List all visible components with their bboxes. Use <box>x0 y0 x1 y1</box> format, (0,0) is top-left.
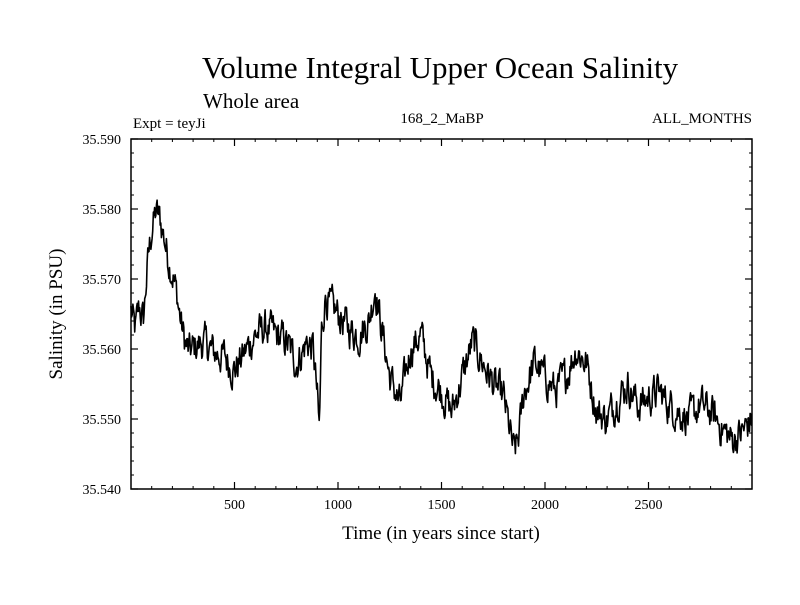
series-line-salinity <box>130 199 753 455</box>
x-tick-label: 2500 <box>635 498 663 513</box>
x-axis-label: Time (in years since start) <box>342 523 540 544</box>
period-annotation: 168_2_MaBP <box>400 111 483 127</box>
x-tick-label: 1500 <box>428 498 456 513</box>
y-axis-label: Salinity (in PSU) <box>46 249 67 380</box>
y-tick-label: 35.590 <box>83 133 122 148</box>
chart-title: Volume Integral Upper Ocean Salinity <box>202 50 679 85</box>
experiment-annotation: Expt = teyJi <box>133 116 206 132</box>
y-tick-label: 35.580 <box>83 203 122 218</box>
y-tick-label: 35.560 <box>83 343 122 358</box>
months-annotation: ALL_MONTHS <box>652 111 752 127</box>
y-tick-label: 35.570 <box>83 273 122 288</box>
x-tick-label: 2000 <box>531 498 559 513</box>
x-axis: 500 1000 1500 2000 2500 <box>151 139 732 513</box>
x-tick-label: 500 <box>224 498 245 513</box>
y-tick-label: 35.550 <box>83 413 122 428</box>
chart-subtitle: Whole area <box>203 89 300 113</box>
y-tick-label: 35.540 <box>83 483 122 498</box>
x-tick-label: 1000 <box>324 498 352 513</box>
y-axis: 35.540 35.550 35.560 35.570 35.580 35.590 <box>83 133 752 498</box>
